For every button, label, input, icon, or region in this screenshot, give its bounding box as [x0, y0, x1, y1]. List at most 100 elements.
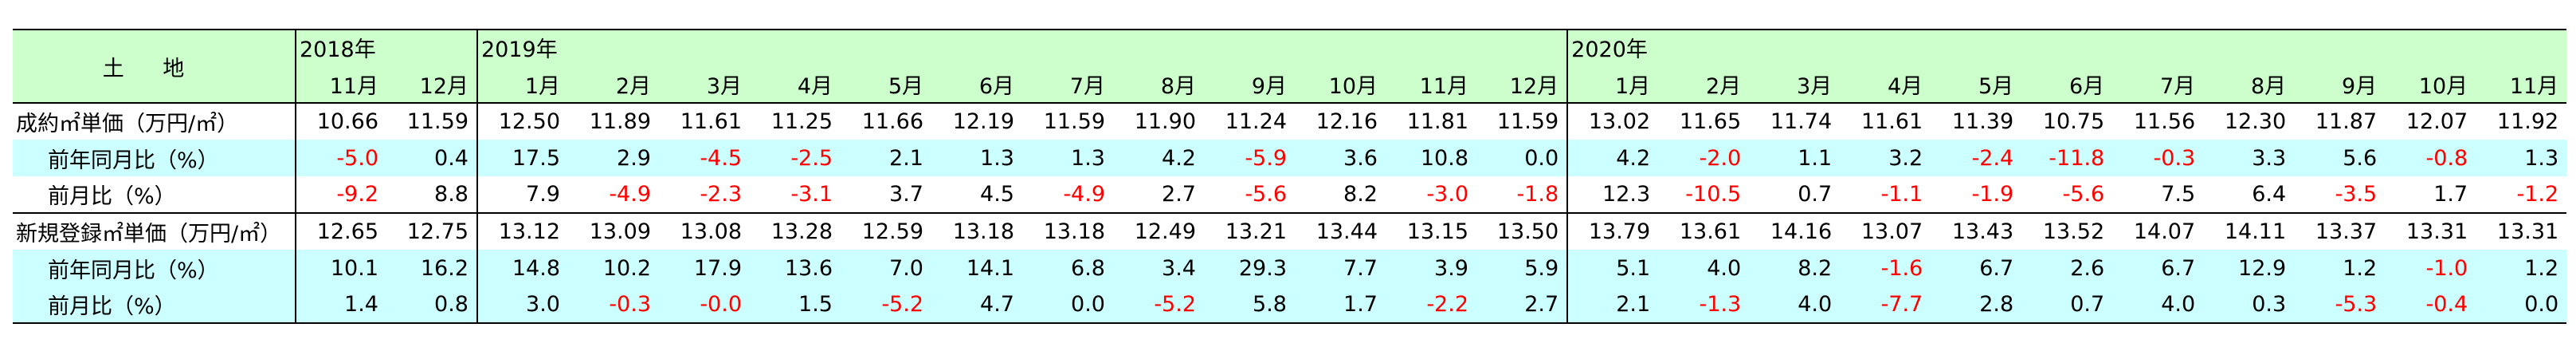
value-cell: 1.2 — [2476, 250, 2567, 286]
month-label: 11月 — [295, 66, 386, 104]
value-cell: 2.1 — [1566, 286, 1659, 324]
value-cell: 13.31 — [2496, 219, 2559, 244]
month-label: 9月 — [2294, 66, 2386, 104]
value-cell: -1.8 — [1476, 176, 1568, 214]
value-cell: 11.25 — [770, 109, 833, 134]
value-cell: -1.0 — [2385, 250, 2476, 286]
value-cell: 12.30 — [2224, 109, 2287, 134]
value-cell: 13.15 — [1406, 219, 1468, 244]
value-cell: 11.74 — [1770, 109, 1833, 134]
value-cell: -0.4 — [2385, 286, 2476, 324]
value-cell: 10.2 — [568, 250, 659, 286]
value-cell: -3.5 — [2294, 176, 2386, 214]
value-cell: 7.0 — [841, 250, 931, 286]
value-cell: 1.2 — [2294, 250, 2386, 286]
value-cell: 13.61 — [1679, 219, 1742, 244]
value-cell: -1.1 — [1840, 176, 1931, 214]
value-cell: 13.50 — [1496, 219, 1559, 244]
value-cell: 14.1 — [931, 250, 1022, 286]
value-cell: 11.61 — [1860, 109, 1923, 134]
value-cell: 12.3 — [1566, 176, 1659, 214]
value-cell: -4.9 — [1022, 176, 1113, 214]
month-label: 5月 — [1931, 66, 2022, 104]
month-label: 4月 — [1840, 66, 1931, 104]
value-cell: -5.6 — [2021, 176, 2113, 214]
value-cell: 6.7 — [1931, 250, 2022, 286]
month-label: 2月 — [1658, 66, 1750, 104]
value-cell: 12.59 — [861, 219, 923, 244]
value-cell: 13.18 — [1043, 219, 1105, 244]
row-label: 前年同月比（%） — [13, 140, 296, 176]
value-cell: 12.19 — [952, 109, 1014, 134]
value-cell: 11.24 — [1225, 109, 1287, 134]
row-label: 前月比（%） — [13, 286, 296, 324]
row-label: 新規登録㎡単価（万円/㎡） — [16, 222, 282, 247]
month-label: 3月 — [659, 66, 750, 104]
value-cell: -3.1 — [750, 176, 841, 214]
table-wrap: 土 地 2018年 2019年 2020年 11月 12月 1月 2月 3月 4月 5月 6月 7月 8月… — [13, 29, 2567, 324]
value-cell: 2.1 — [841, 140, 931, 176]
value-cell: 13.09 — [589, 219, 651, 244]
month-label: 12月 — [1476, 66, 1568, 104]
value-cell: 1.3 — [931, 140, 1022, 176]
value-cell: 10.66 — [295, 103, 386, 140]
value-cell: -3.0 — [1386, 176, 1476, 214]
row-label: 成約㎡単価（万円/㎡） — [16, 112, 239, 136]
value-cell: 11.39 — [1951, 109, 2014, 134]
value-cell: 4.5 — [931, 176, 1022, 214]
corner-label: 土 地 — [13, 29, 296, 104]
value-cell: 4.2 — [1566, 140, 1659, 176]
value-cell: -2.0 — [1658, 140, 1750, 176]
value-cell: 13.79 — [1566, 213, 1659, 250]
value-cell: 12.49 — [1134, 219, 1196, 244]
value-cell: 16.2 — [386, 250, 477, 286]
value-cell: -9.2 — [295, 176, 386, 214]
value-cell: 0.7 — [1749, 176, 1841, 214]
value-cell: -5.9 — [1204, 140, 1295, 176]
value-cell: 10.8 — [1386, 140, 1476, 176]
month-label: 2月 — [568, 66, 659, 104]
value-cell: -2.3 — [659, 176, 750, 214]
value-cell: 2.7 — [1476, 286, 1568, 324]
data-row: 前年同月比（%） -5.0 0.4 17.5 2.9 -4.5 -2.5 2.1 1.3 1.3 4… — [13, 140, 2567, 176]
value-cell: 0.0 — [2476, 286, 2567, 324]
value-cell: 10.1 — [295, 250, 386, 286]
value-cell: 13.6 — [750, 250, 841, 286]
month-label: 1月 — [1566, 66, 1659, 104]
value-cell: -4.9 — [568, 176, 659, 214]
value-cell: -0.0 — [659, 286, 750, 324]
month-label: 8月 — [2203, 66, 2295, 104]
value-cell: -1.3 — [1658, 286, 1750, 324]
value-cell: 29.3 — [1204, 250, 1295, 286]
header-row: 土 地 2018年 2019年 2020年 — [13, 29, 2567, 104]
value-cell: -1.9 — [1931, 176, 2022, 214]
month-label: 1月 — [476, 66, 568, 104]
data-row: 前年同月比（%） 10.1 16.2 14.8 10.2 17.9 13.6 7.0 14.1 6… — [13, 250, 2567, 286]
month-label: 8月 — [1113, 66, 1204, 104]
value-cell: 13.31 — [2405, 219, 2468, 244]
value-cell: 8.2 — [1749, 250, 1841, 286]
value-cell: 0.7 — [2021, 286, 2113, 324]
value-cell: 4.0 — [1749, 286, 1841, 324]
value-cell: 2.6 — [2021, 250, 2113, 286]
value-cell: 4.0 — [1658, 250, 1750, 286]
value-cell: 1.3 — [1022, 140, 1113, 176]
value-cell: -5.3 — [2294, 286, 2386, 324]
value-cell: 14.07 — [2133, 219, 2196, 244]
value-cell: 4.0 — [2112, 286, 2204, 324]
value-cell: 0.0 — [1476, 140, 1568, 176]
value-cell: 10.75 — [2042, 109, 2105, 134]
value-cell: 14.11 — [2224, 219, 2287, 244]
value-cell: 11.87 — [2315, 109, 2378, 134]
value-cell: 6.7 — [2112, 250, 2204, 286]
value-cell: 11.66 — [861, 109, 923, 134]
value-cell: -0.3 — [568, 286, 659, 324]
month-label: 11月 — [1386, 66, 1476, 104]
value-cell: 13.28 — [770, 219, 833, 244]
value-cell: 11.89 — [589, 109, 651, 134]
value-cell: 13.44 — [1315, 219, 1378, 244]
value-cell: 8.2 — [1295, 176, 1386, 214]
value-cell: -5.2 — [841, 286, 931, 324]
row-label: 前月比（%） — [13, 176, 296, 214]
